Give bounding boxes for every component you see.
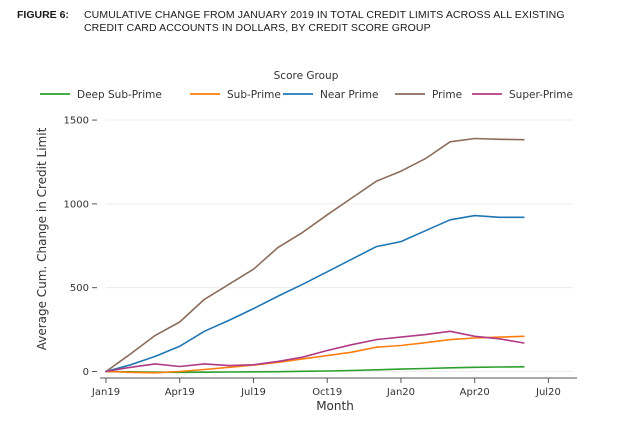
legend-item[interactable]: Sub-Prime xyxy=(190,89,281,101)
legend: Score Group Deep Sub-Prime Sub-Prime Near … xyxy=(40,70,573,101)
legend-item[interactable]: Super-Prime xyxy=(472,89,573,101)
legend-item[interactable]: Prime xyxy=(395,89,462,101)
series-line-near-prime xyxy=(105,214,525,373)
y-tick-label: 0 xyxy=(83,367,89,378)
y-axis-title: Average Cum. Change in Credit Limit xyxy=(35,127,49,350)
x-tick-label: Apr19 xyxy=(165,387,195,398)
y-tick-label: 500 xyxy=(70,283,89,294)
legend-item[interactable]: Near Prime xyxy=(283,89,378,101)
x-axis-title: Month xyxy=(316,399,354,413)
y-tick-label: 1500 xyxy=(64,116,89,127)
y-tick-label: 1000 xyxy=(64,199,89,210)
legend-label: Super-Prime xyxy=(509,89,573,101)
series-line-super-prime xyxy=(105,330,525,373)
legend-title: Score Group xyxy=(274,70,339,82)
legend-item[interactable]: Deep Sub-Prime xyxy=(40,89,162,101)
figure-title-line-1: CUMULATIVE CHANGE FROM JANUARY 2019 IN T… xyxy=(84,9,565,21)
x-tick-label: Jan20 xyxy=(386,387,415,398)
legend-label: Prime xyxy=(432,89,462,101)
figure-label: FIGURE 6: xyxy=(17,9,69,21)
x-tick-label: Oct19 xyxy=(312,387,342,398)
series-line-sub-prime xyxy=(105,335,525,374)
legend-label: Near Prime xyxy=(320,89,378,101)
x-tick-label: Jul20 xyxy=(535,387,561,398)
legend-label: Sub-Prime xyxy=(227,89,281,101)
figure-title-line-2: CREDIT CARD ACCOUNTS IN DOLLARS, BY CRED… xyxy=(84,22,431,34)
x-tick-label: Jul19 xyxy=(240,387,266,398)
series-line-prime xyxy=(105,137,525,373)
x-tick-label: Jan19 xyxy=(91,387,120,398)
x-tick-label: Apr20 xyxy=(460,387,490,398)
legend-label: Deep Sub-Prime xyxy=(77,89,162,101)
figure-title: CUMULATIVE CHANGE FROM JANUARY 2019 IN T… xyxy=(84,9,624,35)
